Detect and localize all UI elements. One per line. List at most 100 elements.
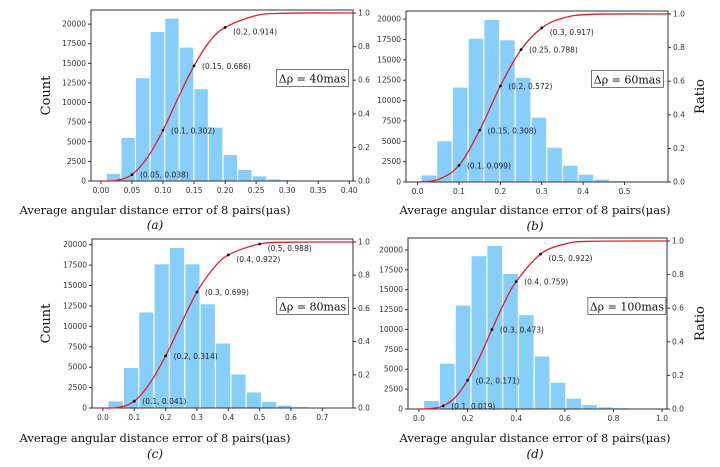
annotation-text: Δρ = 80mas: [279, 301, 347, 314]
histogram-bar: [487, 245, 503, 409]
cdf-point-label: (0.25, 0.788): [529, 46, 578, 55]
y2-tick-label: 0.6: [358, 304, 370, 313]
y-tick-label: 0: [81, 177, 86, 186]
annotation-text: Δρ = 100mas: [590, 300, 665, 313]
y2-tick-label: 0.0: [358, 177, 370, 186]
x-tick-label: 0.25: [248, 186, 265, 195]
y-tick-label: 0: [396, 178, 401, 187]
cdf-point-label: (0.1, 0.041): [142, 397, 186, 406]
x-tick-label: 0.4: [510, 414, 522, 423]
x-tick-label: 0.20: [217, 186, 234, 195]
y-tick-label: 5000: [67, 137, 86, 146]
histogram-bar: [531, 117, 547, 182]
y-tick-label: 0: [82, 404, 87, 413]
histogram-bar: [238, 170, 252, 181]
cdf-point: [519, 48, 523, 52]
x-tick-label: 0.4: [577, 187, 589, 196]
y-tick-label: 20000: [63, 240, 87, 249]
annotation-box: [275, 69, 349, 87]
x-tick-label: 0.0: [413, 414, 425, 423]
cdf-point-label: (0.1, 0.019): [451, 402, 495, 411]
y2-tick-label: 0.4: [358, 109, 370, 118]
cdf-point: [540, 26, 544, 30]
y2-tick-label: 0.8: [358, 271, 370, 280]
y2-tick-label: 0.0: [672, 405, 684, 414]
cdf-point-label: (0.2, 0.171): [476, 376, 520, 385]
histogram-bar: [150, 31, 165, 181]
y-tick-label: 12500: [63, 301, 87, 310]
y2-tick-label: 0.2: [358, 370, 370, 379]
y2-tick-label: 0.8: [358, 42, 370, 51]
y-tick-label: 12500: [377, 76, 401, 85]
y-tick-label: 5000: [68, 363, 87, 372]
histogram-bar: [231, 374, 246, 408]
y-tick-label: 15000: [63, 281, 87, 290]
y-tick-label: 2500: [68, 383, 87, 392]
y-tick-label: 2500: [384, 385, 403, 394]
x-axis-label: Average angular distance error of 8 pair…: [399, 203, 671, 217]
y-tick-label: 17500: [62, 39, 86, 48]
y-tick-label: 7500: [382, 116, 401, 125]
y2-tick-label: 0.0: [358, 404, 370, 413]
x-tick-label: 1.0: [656, 414, 668, 423]
x-tick-label: 0.2: [160, 413, 172, 422]
histogram-bar: [185, 264, 200, 408]
axes-frame: [90, 9, 354, 182]
y2-tick-label: 0.6: [673, 77, 685, 86]
x-tick-label: 0.7: [316, 413, 328, 422]
cdf-curve: [417, 13, 669, 183]
histogram-bar: [200, 304, 215, 408]
y-tick-label: 7500: [68, 342, 87, 351]
histogram-bar: [455, 305, 471, 409]
cdf-point: [164, 354, 168, 358]
y-tick-label: 17500: [379, 265, 403, 274]
histogram-bar: [277, 405, 292, 408]
y2-tick-label: 1.0: [358, 238, 370, 247]
y-tick-label: 15000: [379, 285, 403, 294]
histogram-bar: [515, 77, 531, 182]
y2-tick-label: 0.8: [672, 270, 684, 279]
axes-frame: [407, 237, 668, 410]
y2-tick-label: 0.4: [358, 337, 370, 346]
y2-tick-label: 1.0: [358, 9, 370, 18]
y-tick-label: 10000: [379, 325, 403, 334]
cdf-point-label: (0.4, 0.759): [524, 277, 568, 286]
histogram-bar: [216, 343, 231, 408]
histogram-bar: [582, 405, 597, 409]
cdf-point-label: (0.3, 0.473): [500, 326, 544, 335]
x-tick-label: 0.0: [412, 187, 424, 196]
y-tick-label: 12500: [62, 78, 86, 87]
histogram-bar: [563, 165, 578, 182]
cdf-point: [498, 84, 502, 88]
annotation-text: Δρ = 60mas: [594, 73, 662, 86]
cdf-point-label: (0.3, 0.699): [205, 288, 249, 297]
y-tick-label: 20000: [377, 15, 401, 24]
histogram-bar: [262, 401, 277, 408]
cdf-point: [130, 173, 134, 177]
x-tick-label: 0.8: [608, 414, 620, 423]
cdf-curve: [102, 241, 354, 409]
y2-tick-label: 0.4: [672, 337, 684, 346]
histogram-bar: [108, 401, 123, 408]
y-tick-label: 17500: [377, 35, 401, 44]
y2-tick-label: 0.2: [672, 371, 684, 380]
cdf-point: [441, 404, 445, 408]
x-tick-label: 0.6: [559, 414, 571, 423]
histogram-bar: [246, 392, 261, 408]
histogram-bar: [500, 40, 515, 182]
histogram-bar: [550, 382, 566, 409]
x-axis-label: Average angular distance error of 8 pair…: [19, 431, 291, 445]
histogram-bar: [165, 18, 179, 181]
subplot-b: 0.0 0.1 0.2 0.3 0.4 0.5 0 2500 5000 7500 10000 1250…: [377, 10, 708, 234]
y-tick-label: 5000: [382, 137, 401, 146]
x-tick-label: 0.3: [191, 413, 203, 422]
y-tick-label: 0: [398, 405, 403, 414]
y-tick-label: 5000: [384, 365, 403, 374]
histogram-bar: [566, 398, 582, 409]
cdf-point: [258, 242, 262, 246]
y2-tick-label: 0.4: [673, 110, 685, 119]
x-tick-label: 0.6: [285, 413, 297, 422]
x-tick-label: 0.35: [310, 186, 327, 195]
y2-tick-label: 0.2: [673, 144, 685, 153]
cdf-point: [514, 280, 518, 283]
